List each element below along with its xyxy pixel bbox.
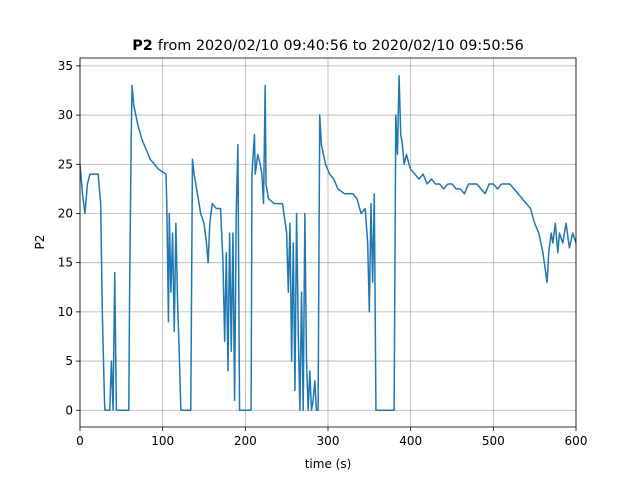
y-tick-label: 15 [58,256,73,270]
y-tick-label: 0 [65,403,73,417]
x-axis-label: time (s) [305,457,352,471]
plot-frame [79,57,577,428]
y-tick-label: 10 [58,305,73,319]
data-line [79,74,577,412]
x-tick-label: 0 [76,434,84,448]
x-tick-label: 500 [482,434,505,448]
y-tick-label: 30 [58,108,73,122]
chart-title: P2 from 2020/02/10 09:40:56 to 2020/02/10… [132,38,524,54]
title-rest: from 2020/02/10 09:40:56 to 2020/02/10 0… [158,38,524,54]
y-tick-label: 5 [65,354,73,368]
y-axis-label: P2 [33,235,47,250]
y-tick-label: 35 [58,59,73,73]
x-tick-label: 300 [317,434,340,448]
x-tick-label: 400 [399,434,422,448]
title-bold: P2 [132,38,153,54]
y-tick-label: 20 [58,206,73,220]
x-tick-label: 600 [565,434,588,448]
x-tick-label: 200 [234,434,257,448]
x-tick-label: 100 [151,434,174,448]
y-tick-label: 25 [58,157,73,171]
